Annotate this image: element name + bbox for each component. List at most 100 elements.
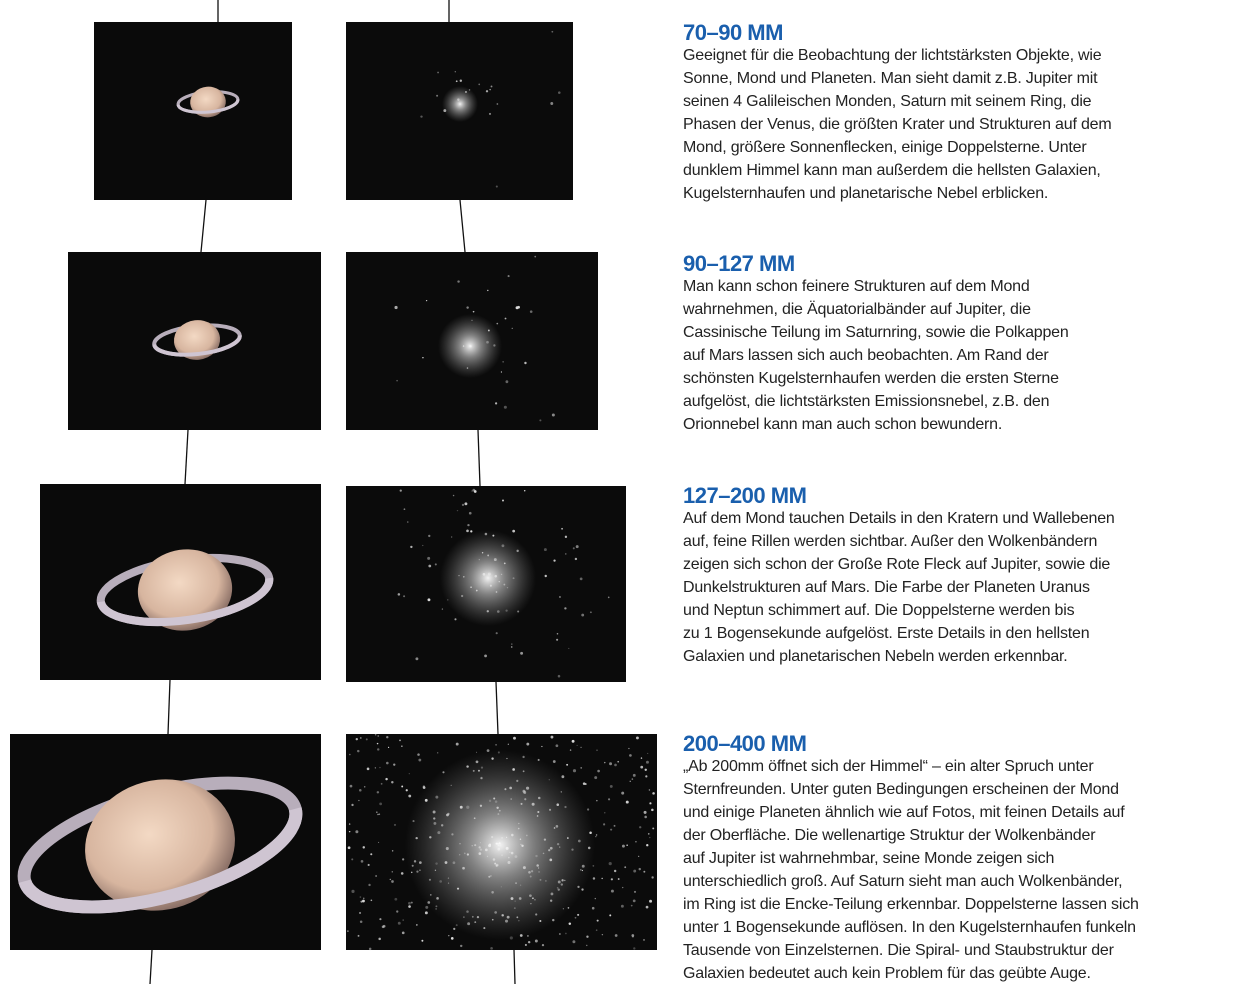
star — [495, 185, 498, 188]
star — [511, 327, 513, 329]
star — [377, 735, 379, 737]
star — [647, 752, 649, 754]
star — [468, 511, 472, 515]
star — [500, 371, 503, 373]
star — [459, 944, 463, 948]
star — [454, 618, 457, 621]
star — [640, 757, 643, 759]
cluster-core — [440, 530, 536, 626]
connector — [184, 429, 189, 485]
star — [555, 744, 559, 748]
star — [586, 944, 588, 947]
star — [385, 761, 389, 765]
star — [475, 751, 478, 753]
star — [368, 947, 372, 951]
body-line: seinen 4 Galileischen Monden, Saturn mit… — [683, 93, 1092, 110]
star — [452, 494, 455, 497]
star — [402, 858, 405, 861]
star — [359, 737, 362, 739]
star — [644, 768, 647, 771]
star — [408, 773, 410, 775]
star — [471, 490, 473, 492]
star — [459, 79, 463, 82]
star — [635, 736, 639, 740]
star — [575, 545, 579, 549]
body-line: „Ab 200mm öffnet sich der Himmel“ – ein … — [683, 758, 1094, 775]
star — [621, 791, 625, 795]
ring-front — [176, 99, 240, 114]
star — [564, 535, 568, 539]
star — [359, 788, 362, 792]
connector — [200, 199, 207, 253]
star — [595, 834, 598, 836]
star — [408, 794, 412, 798]
star — [638, 867, 641, 871]
star — [397, 921, 401, 925]
body-line: Orionnebel kann man auch schon bewundern… — [683, 416, 1003, 433]
star — [408, 901, 411, 905]
star — [596, 919, 599, 922]
star — [607, 596, 610, 599]
body-line: Sonne, Mond und Planeten. Man sieht dami… — [683, 70, 1098, 87]
star — [632, 935, 634, 938]
star — [355, 737, 358, 741]
saturn — [96, 549, 274, 631]
star — [375, 875, 378, 877]
planet — [173, 320, 221, 360]
star — [359, 896, 362, 898]
ring-front — [96, 577, 274, 627]
connector — [149, 949, 153, 984]
star — [400, 872, 404, 875]
star — [410, 901, 413, 904]
star — [617, 878, 620, 880]
planet — [137, 549, 233, 631]
star — [628, 747, 630, 750]
star — [374, 767, 376, 769]
star — [609, 762, 613, 766]
body-line: Cassinische Teilung im Saturnring, sowie… — [683, 324, 1069, 341]
body-line: auf Jupiter ist wahrnehmbar, seine Monde… — [683, 850, 1055, 867]
star — [415, 657, 419, 661]
star — [591, 906, 595, 910]
star — [523, 489, 526, 492]
star — [649, 899, 653, 903]
star — [437, 752, 439, 754]
star — [620, 904, 624, 908]
star — [652, 792, 655, 795]
star — [503, 405, 507, 409]
star — [595, 929, 598, 931]
star — [597, 769, 600, 773]
star — [451, 536, 453, 538]
star — [417, 753, 420, 756]
star — [515, 306, 519, 310]
star — [621, 844, 625, 848]
star — [512, 529, 516, 533]
star — [640, 765, 644, 769]
star — [608, 862, 612, 866]
star — [358, 799, 360, 802]
star — [559, 596, 561, 598]
star — [568, 922, 572, 925]
star — [556, 632, 559, 635]
star — [511, 643, 513, 645]
body-line: Kugelsternhaufen und planetarische Nebel… — [683, 185, 1049, 202]
star — [652, 827, 655, 830]
star — [648, 789, 651, 791]
star — [592, 877, 596, 880]
star — [393, 763, 396, 766]
star — [427, 598, 431, 602]
star — [355, 830, 359, 834]
star — [472, 310, 475, 313]
star — [360, 860, 364, 863]
star — [394, 305, 398, 310]
star — [428, 564, 432, 568]
body-line: zeigen sich schon der Große Rote Fleck a… — [683, 556, 1111, 573]
star — [526, 742, 530, 746]
star — [360, 900, 363, 903]
ring-front — [18, 807, 303, 914]
star — [363, 786, 366, 788]
star — [389, 878, 391, 881]
star — [347, 846, 351, 850]
star — [386, 736, 389, 739]
body-line: schönsten Kugelsternhaufen werden die er… — [683, 370, 1059, 387]
